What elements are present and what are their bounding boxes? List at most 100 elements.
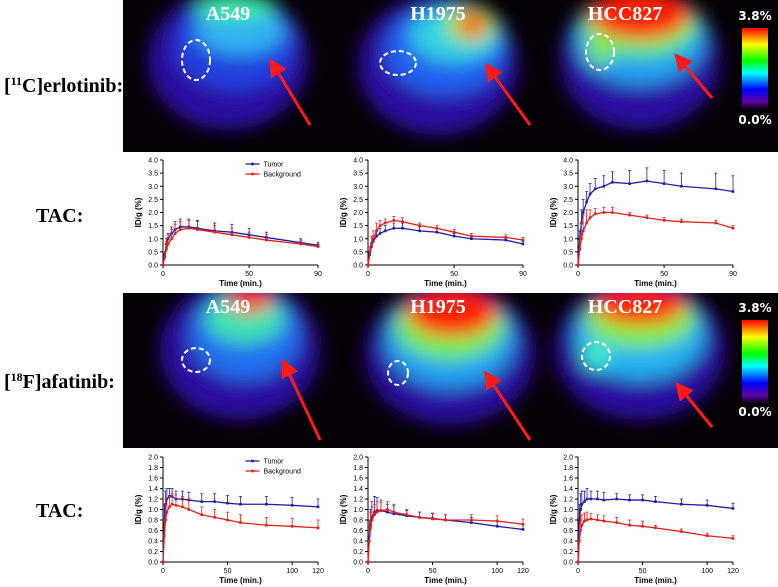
colorbar-max: 3.8% [738, 9, 771, 23]
point [577, 518, 581, 522]
isotope: 11 [11, 74, 22, 88]
x-tick-label: 0 [161, 271, 165, 278]
cell-line-title: A549 [206, 296, 250, 318]
roi [581, 341, 611, 371]
point [495, 519, 499, 523]
point [418, 224, 421, 227]
y-tick-label: 1.4 [353, 486, 363, 493]
x-tick-label: 0 [161, 568, 165, 575]
point [161, 560, 165, 564]
legend-marker [251, 162, 254, 166]
legend-label: Tumor [264, 459, 285, 466]
cell-line-title: A549 [206, 3, 250, 25]
point [375, 510, 379, 514]
point [680, 184, 683, 188]
y-tick-label: 1.8 [353, 465, 363, 472]
point [579, 508, 582, 511]
point [316, 245, 320, 248]
y-axis-title: ID/g (%) [339, 197, 348, 227]
y-tick-label: 1.2 [563, 497, 573, 504]
pet-blobs [148, 0, 720, 135]
point [386, 510, 389, 514]
series-line [367, 227, 524, 266]
point [602, 184, 606, 188]
point [521, 242, 525, 246]
point [588, 216, 592, 220]
point [662, 219, 666, 222]
y-axis-title: ID/g (%) [549, 494, 558, 524]
point [370, 242, 373, 246]
y-tick-label: 2.0 [563, 210, 573, 217]
y-tick-label: 4.0 [563, 158, 573, 165]
y-tick-label: 3.0 [563, 184, 573, 191]
x-tick-label: 90 [519, 271, 527, 278]
point [731, 507, 735, 510]
x-axis-title: Time (min.) [634, 576, 677, 585]
series-line [577, 518, 734, 563]
point [602, 211, 606, 214]
y-tick-label: 1.4 [563, 486, 573, 493]
point [265, 523, 268, 527]
x-tick-label: 50 [429, 568, 437, 575]
row-label-part: C]erlotinib: [22, 75, 123, 97]
point [521, 522, 525, 526]
x-tick-label: 0 [366, 568, 370, 575]
point [585, 497, 589, 501]
point [435, 230, 439, 234]
point [628, 213, 631, 217]
colorbar-min: 0.0% [738, 405, 771, 419]
y-tick-label: 3.5 [148, 171, 158, 178]
y-tick-label: 0.8 [148, 518, 158, 525]
point [611, 181, 614, 184]
x-tick-label: 50 [450, 271, 458, 278]
pet-row: A549 H1975 HCC827 3.8% 0.0% [123, 0, 778, 152]
y-tick-label: 1.0 [148, 236, 158, 243]
colorbar [742, 320, 768, 404]
point [196, 228, 199, 231]
x-tick-label: 50 [224, 568, 232, 575]
x-axis-title: Time (min.) [424, 279, 467, 288]
point [181, 505, 184, 509]
point [401, 220, 404, 223]
point [369, 526, 372, 530]
roi [181, 347, 211, 373]
point [401, 226, 404, 230]
point [576, 263, 580, 267]
x-tick-label: 50 [245, 271, 253, 278]
point [578, 247, 582, 251]
point [265, 502, 268, 506]
y-tick-label: 1.5 [353, 223, 363, 230]
point [585, 518, 589, 522]
point [577, 539, 581, 543]
isotope: 18 [11, 370, 23, 384]
y-tick-label: 1.2 [353, 497, 363, 504]
arrow [484, 62, 532, 126]
point [680, 530, 683, 533]
point [581, 229, 585, 233]
y-tick-label: 0.4 [563, 539, 573, 546]
y-tick-label: 0.2 [563, 549, 573, 556]
y-tick-label: 0.5 [148, 249, 158, 256]
series-line [577, 498, 734, 563]
y-axis-title: ID/g (%) [134, 494, 143, 524]
x-axis-title: Time (min.) [219, 576, 262, 585]
legend-label: Tumor [264, 162, 285, 169]
point [521, 528, 525, 531]
point [226, 518, 229, 522]
y-tick-label: 3.5 [353, 171, 363, 178]
legend-label: Background [264, 172, 301, 179]
y-axis-title: ID/g (%) [134, 197, 143, 227]
y-tick-label: 1.8 [148, 465, 158, 472]
x-tick-label: 120 [312, 568, 324, 575]
y-tick-label: 4.0 [353, 158, 363, 165]
point [316, 526, 320, 530]
point [230, 233, 234, 237]
y-tick-label: 0.6 [563, 528, 573, 535]
point [628, 498, 631, 502]
point [645, 216, 649, 220]
point [366, 263, 370, 267]
point [583, 500, 586, 503]
point [705, 534, 709, 538]
arrow [484, 370, 532, 441]
